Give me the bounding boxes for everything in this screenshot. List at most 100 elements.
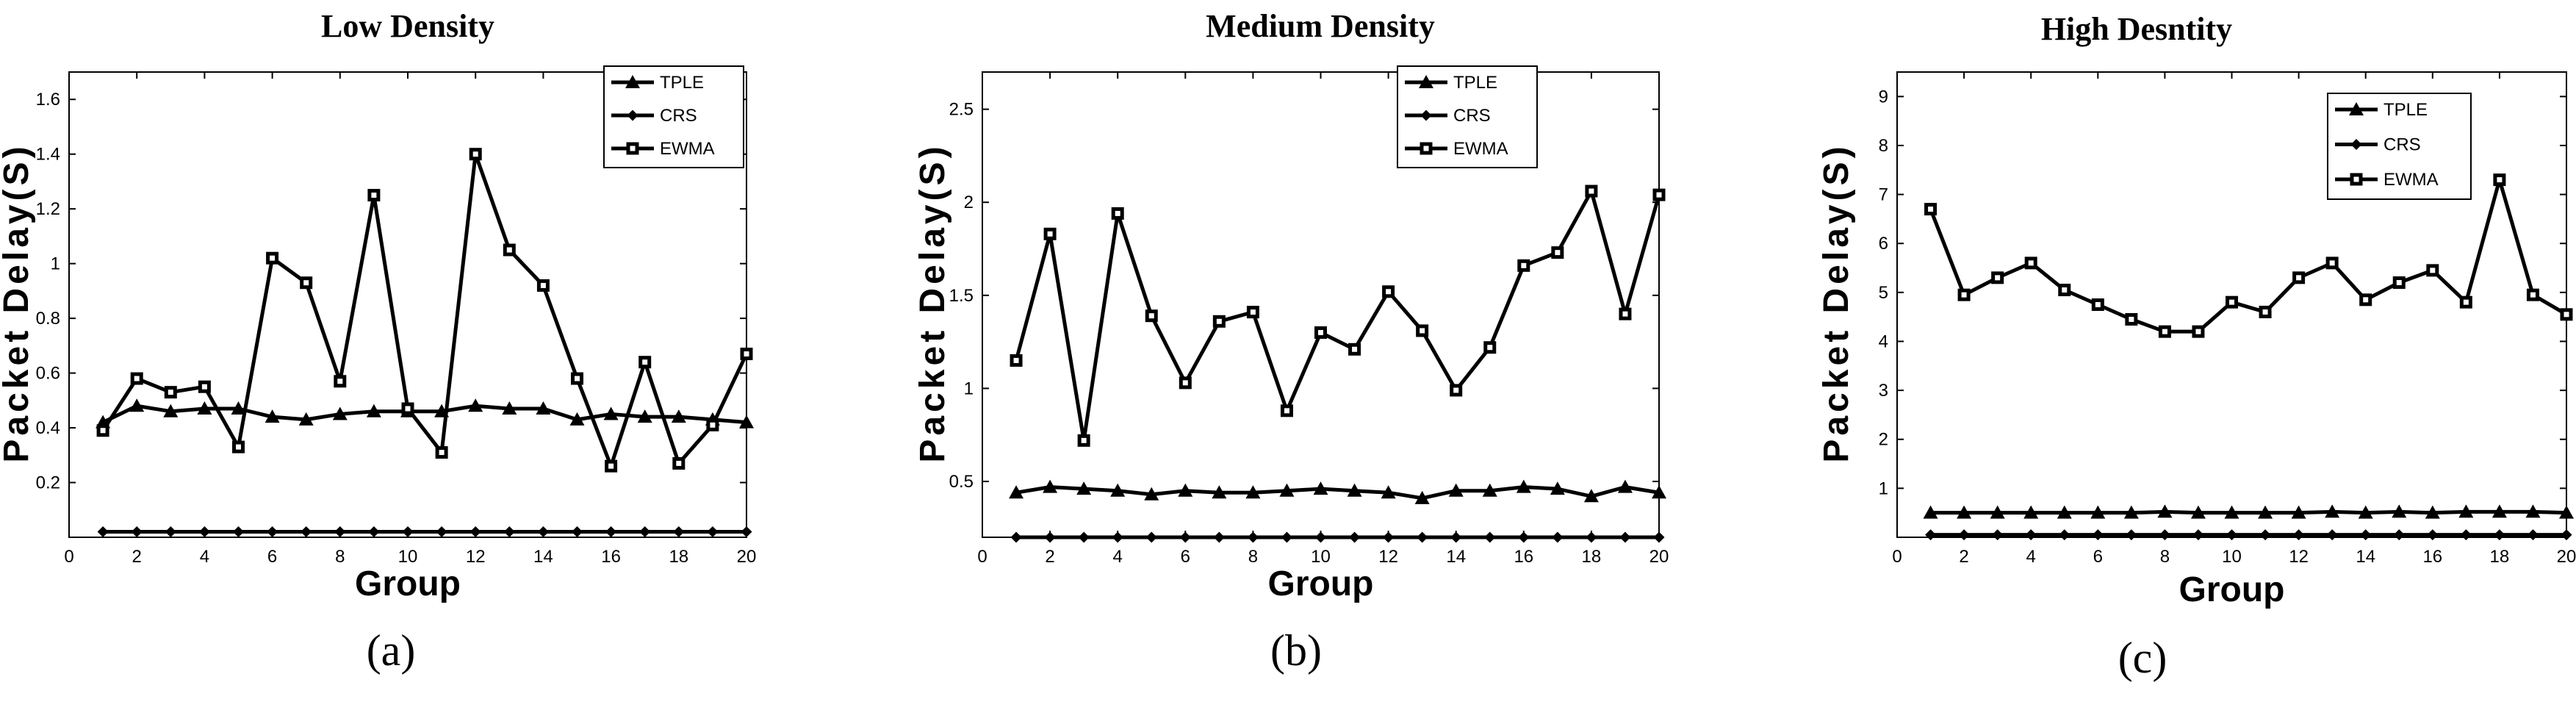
data-point-crs	[233, 526, 244, 538]
legend-marker-crs	[2350, 139, 2362, 150]
data-point-ewma-inner	[1555, 250, 1561, 256]
series-line-tple	[102, 404, 747, 425]
data-point-crs	[165, 526, 176, 538]
data-point-crs	[741, 526, 752, 538]
legend-marker-tple	[625, 75, 640, 88]
y-tick-label: 2	[964, 193, 974, 212]
legend-label-crs: CRS	[2383, 135, 2421, 155]
data-point-crs	[402, 526, 414, 538]
data-point-crs	[503, 526, 515, 538]
y-axis-label: Packet Delay(S)	[913, 143, 952, 462]
data-point-ewma-inner	[744, 351, 749, 357]
data-point-ewma-inner	[236, 444, 241, 450]
data-point-tple	[2525, 504, 2541, 518]
x-tick-label: 18	[1582, 547, 1602, 567]
x-tick-label: 20	[1649, 547, 1669, 567]
data-point-tple	[2090, 505, 2106, 519]
data-point-tple	[2492, 504, 2507, 518]
data-point-tple	[1009, 485, 1024, 499]
panel-caption: (b)	[1270, 626, 1322, 675]
chart-title: Medium Density	[1206, 8, 1435, 44]
legend-marker-crs	[627, 110, 638, 121]
data-point-crs	[2059, 529, 2070, 541]
data-point-tple	[1381, 485, 1396, 499]
data-point-ewma-inner	[100, 428, 106, 434]
x-tick-label: 6	[267, 547, 277, 567]
data-point-crs	[1349, 531, 1361, 543]
data-point-crs	[2326, 529, 2338, 541]
x-tick-label: 6	[2093, 547, 2103, 567]
data-point-crs	[2092, 529, 2104, 541]
legend: TPLE CRS EWMA	[2327, 93, 2472, 200]
data-point-crs	[1179, 531, 1191, 543]
y-tick-label: 1.2	[36, 199, 60, 219]
data-point-tple	[1212, 485, 1227, 499]
data-point-tple	[603, 406, 619, 420]
x-tick-label: 0	[977, 547, 987, 567]
y-tick-label: 0.8	[36, 309, 60, 329]
data-point-tple	[637, 409, 652, 423]
data-point-ewma-inner	[1487, 345, 1493, 351]
data-point-ewma-inner	[1521, 262, 1527, 268]
chart-title: Low Density	[321, 8, 494, 44]
data-point-crs	[1044, 531, 1056, 543]
legend-marker-tple	[2349, 102, 2364, 115]
x-tick-label: 4	[200, 547, 209, 567]
data-point-tple	[502, 401, 517, 415]
data-point-ewma-inner	[642, 359, 648, 365]
data-point-ewma-inner	[2195, 329, 2201, 334]
legend-label-crs: CRS	[1453, 106, 1491, 126]
data-point-crs	[1925, 529, 1937, 541]
y-tick-label: 5	[1879, 283, 1888, 303]
data-point-ewma-inner	[1656, 192, 1662, 198]
legend-label-ewma: EWMA	[2383, 170, 2439, 190]
data-point-ewma-inner	[2396, 280, 2402, 286]
data-point-tple	[2425, 505, 2440, 519]
data-point-tple	[298, 412, 314, 426]
data-point-ewma-inner	[1047, 231, 1053, 237]
data-point-crs	[2527, 529, 2539, 541]
data-point-crs	[469, 526, 481, 538]
data-point-ewma-inner	[2262, 309, 2268, 315]
data-point-crs	[334, 526, 346, 538]
data-point-ewma-inner	[405, 406, 411, 412]
legend-label-tple: TPLE	[1453, 73, 1497, 93]
x-tick-label: 8	[335, 547, 345, 567]
x-tick-label: 2	[132, 547, 142, 567]
data-point-tple	[1923, 505, 1938, 519]
series-line-ewma	[1929, 178, 2568, 334]
data-point-crs	[2126, 529, 2137, 541]
data-point-tple	[2023, 505, 2039, 519]
data-point-crs	[639, 526, 651, 538]
data-point-crs	[1484, 531, 1496, 543]
data-point-ewma-inner	[2329, 260, 2335, 266]
data-point-crs	[1145, 531, 1157, 543]
legend: TPLE CRS EWMA	[1397, 65, 1538, 168]
x-tick-label: 20	[737, 547, 757, 567]
data-point-crs	[1518, 531, 1530, 543]
data-point-ewma-inner	[1115, 210, 1120, 216]
data-point-crs	[2259, 529, 2271, 541]
data-point-tple	[1279, 483, 1295, 497]
x-tick-label: 2	[1959, 547, 1968, 567]
legend: TPLE CRS EWMA	[603, 65, 744, 168]
data-point-crs	[131, 526, 143, 538]
x-tick-label: 14	[2356, 547, 2375, 567]
x-tick-label: 12	[1378, 547, 1398, 567]
data-point-tple	[569, 412, 585, 426]
data-point-tple	[129, 398, 145, 412]
data-point-crs	[2293, 529, 2305, 541]
data-point-ewma-inner	[1216, 318, 1222, 324]
x-tick-label: 8	[2160, 547, 2170, 567]
data-point-ewma-inner	[540, 282, 546, 288]
data-point-crs	[1552, 531, 1564, 543]
x-tick-label: 18	[2490, 547, 2510, 567]
y-tick-label: 1	[51, 254, 60, 274]
x-axis-label: Group	[1268, 564, 1374, 603]
y-tick-label: 1.6	[36, 90, 60, 110]
y-axis-label: Packet Delay(S)	[0, 143, 36, 462]
data-point-ewma-inner	[2564, 312, 2569, 318]
data-point-tple	[1076, 481, 1092, 495]
data-point-tple	[2258, 505, 2273, 519]
